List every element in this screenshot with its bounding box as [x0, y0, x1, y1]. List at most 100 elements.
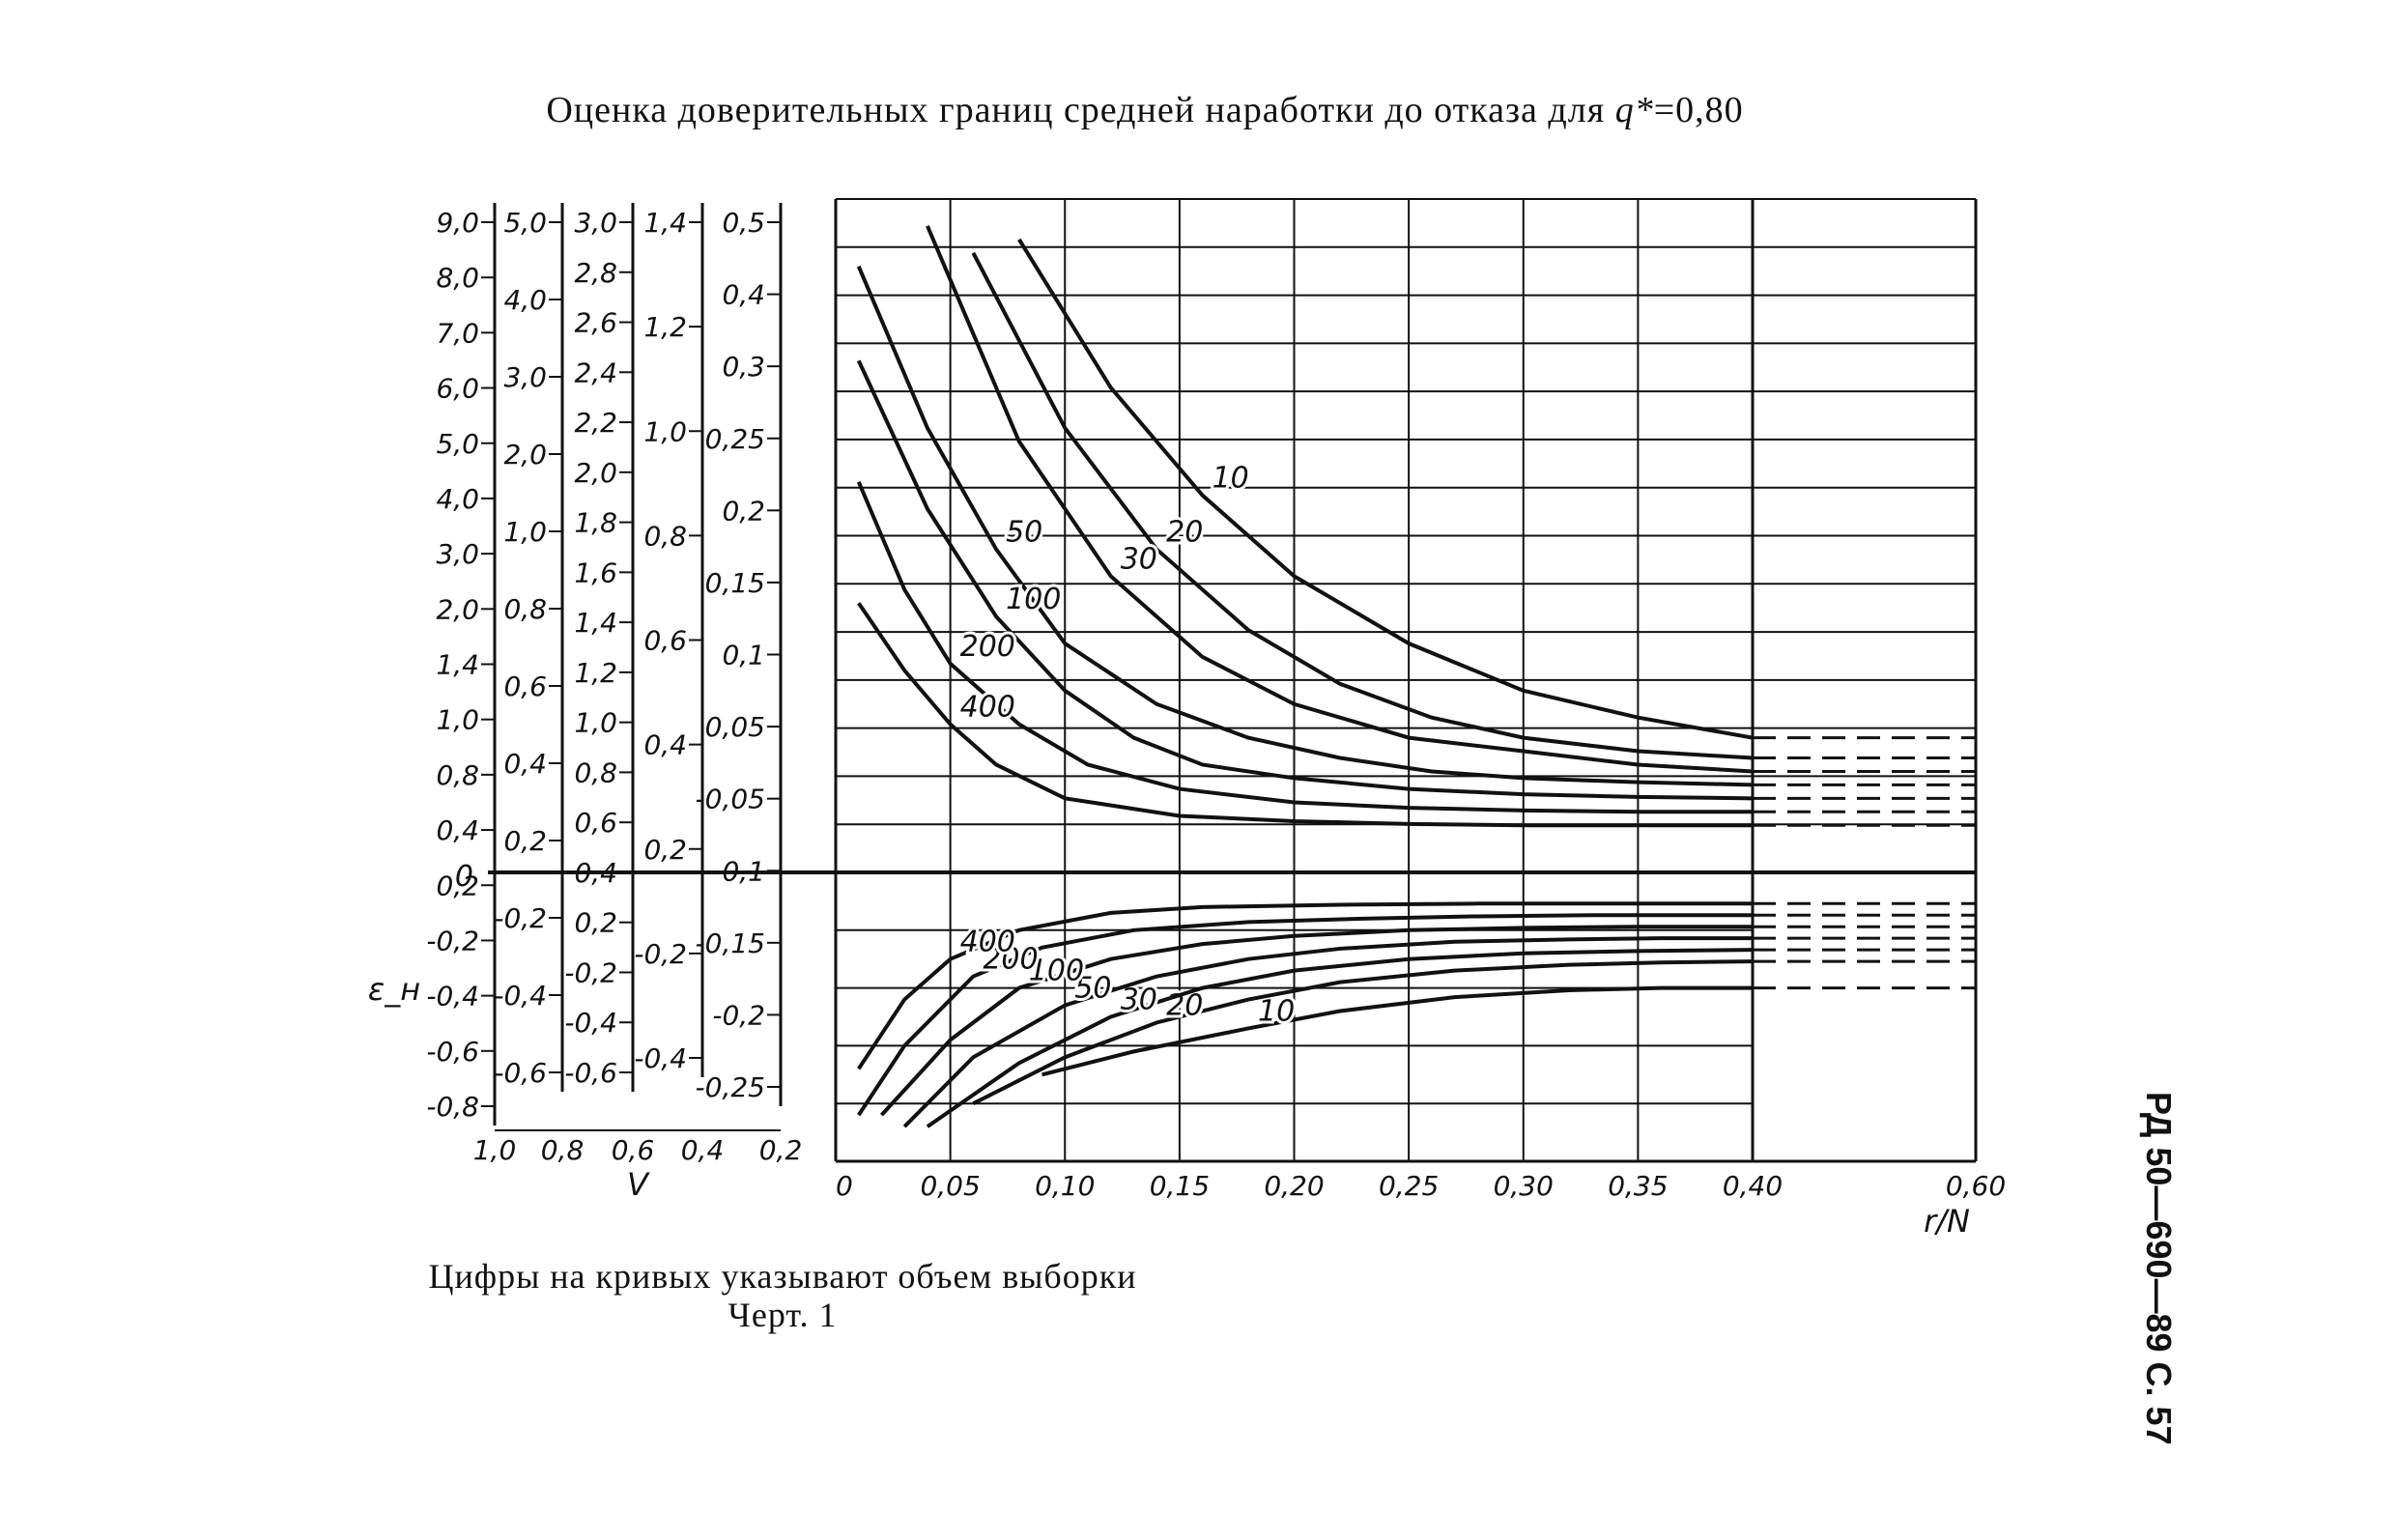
v-tick-label: 1,0 [473, 1134, 517, 1166]
side-scale-label: 0,6 [503, 670, 547, 702]
side-scale-label: 7,0 [436, 317, 479, 349]
x-tick-label: 0,25 [1379, 1170, 1439, 1202]
side-scale-label: 2,0 [574, 457, 617, 489]
side-scale-label: 0,4 [574, 857, 617, 889]
y-axis-label: ε_н [368, 971, 420, 1008]
side-scale-label: 2,0 [436, 593, 479, 625]
side-scale-label: -0,2 [712, 999, 765, 1031]
curve-label-upper: 50 [1006, 515, 1042, 549]
caption-line-2: Черт. 1 [728, 1296, 838, 1334]
x-tick-label: 0,10 [1035, 1170, 1095, 1202]
title-main: Оценка доверительных границ средней нара… [546, 90, 1615, 130]
title-q: q* [1614, 90, 1654, 130]
zero-label: 0 [455, 860, 473, 894]
side-scale-label: -0,4 [426, 981, 479, 1012]
side-scale-label: 1,2 [574, 657, 617, 689]
curve-label-upper: 10 [1213, 462, 1249, 496]
side-scale-label: 0,4 [436, 814, 479, 846]
side-scale-label: 1,0 [643, 415, 687, 447]
side-scale-label: 0,5 [722, 207, 765, 239]
side-scale-label: 0,3 [722, 351, 765, 383]
curve-upper-100 [856, 359, 1754, 801]
side-scale-label: -0,2 [564, 956, 617, 988]
x-tick-label: 0,15 [1150, 1170, 1210, 1202]
side-scale-label: 0,4 [503, 748, 547, 780]
side-scale-label: 0,05 [705, 711, 765, 743]
title-value: =0,80 [1653, 90, 1744, 130]
side-scale-label: -0,1 [712, 855, 765, 887]
side-scale-label: -0,2 [426, 925, 479, 956]
curve-label-lower: 50 [1074, 972, 1111, 1006]
curve-lower-10 [1042, 985, 1753, 1077]
curve-upper-200 [856, 480, 1753, 814]
side-scale-label: 0,25 [705, 423, 765, 455]
side-scale-label: 0,2 [574, 907, 617, 939]
side-scale-label: 4,0 [503, 284, 547, 316]
curve-lower-100 [879, 925, 1753, 1117]
curve-label-upper: 30 [1121, 542, 1157, 576]
side-scale-label: -0,6 [426, 1036, 479, 1068]
side-scale-label: 0,15 [705, 567, 765, 599]
v-tick-label: 0,6 [612, 1134, 655, 1166]
side-scale-label: 3,0 [574, 207, 617, 239]
side-scale-label: 0,6 [643, 625, 687, 657]
curve-lower-400 [857, 901, 1753, 1070]
curve-label-upper: 400 [960, 691, 1015, 725]
side-scale-label: 5,0 [503, 207, 547, 239]
side-scale-label: -0,6 [494, 1057, 547, 1089]
side-scale-label: -0,2 [494, 902, 547, 934]
side-scale-label: 0,4 [722, 279, 765, 311]
side-scale-label: 1,6 [574, 556, 617, 588]
side-scale-label: 1,4 [574, 607, 617, 639]
curve-upper-30 [926, 225, 1754, 774]
side-scale-label: -0,15 [696, 927, 765, 959]
side-scale-label: 0,6 [574, 807, 617, 839]
side-scale-label: 0,8 [436, 759, 479, 791]
side-scale-label: -0,6 [564, 1057, 617, 1089]
curve-lower-200 [857, 913, 1753, 1117]
side-scale-label: -0,4 [634, 1042, 687, 1074]
v-axis-label: V [627, 1166, 650, 1203]
v-tick-label: 0,4 [681, 1134, 725, 1166]
side-scale-label: 2,0 [503, 439, 547, 471]
x-tick-label: 0,30 [1494, 1170, 1554, 1202]
side-scale-label: -0,4 [564, 1007, 617, 1039]
side-scale-label: 3,0 [436, 538, 479, 570]
curve-label-lower: 30 [1121, 984, 1157, 1017]
side-scale-label: -0,2 [634, 938, 687, 970]
side-scale-label: 9,0 [436, 207, 479, 239]
curve-upper-20 [971, 251, 1754, 760]
side-scale-label: 3,0 [503, 361, 547, 393]
side-scale-label: 0,8 [574, 756, 617, 788]
side-scale-label: 2,4 [574, 356, 617, 388]
document-side-label: РД 50—690—89 С. 57 [2139, 1092, 2179, 1445]
curve-lower-50 [902, 936, 1753, 1128]
side-scale-label: 5,0 [436, 428, 479, 460]
side-scale-label: -0,25 [696, 1071, 765, 1103]
curve-lower-30 [926, 948, 1754, 1128]
caption-line-1: Цифры на кривых указывают объем выборки [428, 1257, 1137, 1296]
curve-label-upper: 20 [1166, 515, 1203, 549]
curve-upper-400 [857, 602, 1753, 828]
side-scale-label: -0,8 [426, 1091, 479, 1123]
side-scale-label: 2,6 [574, 307, 617, 339]
curve-label-upper: 200 [960, 630, 1015, 664]
x-tick-label: 0,20 [1264, 1170, 1324, 1202]
side-scale-label: 6,0 [436, 373, 479, 405]
x-tick-label: 0,05 [920, 1170, 980, 1202]
side-scale-label: 4,0 [436, 483, 479, 515]
side-scale-label: 0,2 [722, 495, 765, 527]
side-scale-label: 8,0 [436, 262, 479, 294]
side-scale-label: 0,2 [643, 834, 687, 866]
v-tick-label: 0,2 [759, 1134, 803, 1166]
curve-upper-50 [856, 265, 1754, 787]
side-scale-label: 1,2 [643, 311, 687, 343]
v-tick-label: 0,8 [541, 1134, 585, 1166]
side-scale-label: 1,0 [503, 516, 547, 548]
side-scale-label: 2,2 [574, 407, 617, 439]
curve-label-upper: 100 [1006, 583, 1061, 616]
side-scale-label: 1,8 [574, 507, 617, 539]
curve-label-lower: 200 [983, 943, 1038, 977]
chart-title: Оценка доверительных границ средней нара… [0, 89, 2290, 131]
